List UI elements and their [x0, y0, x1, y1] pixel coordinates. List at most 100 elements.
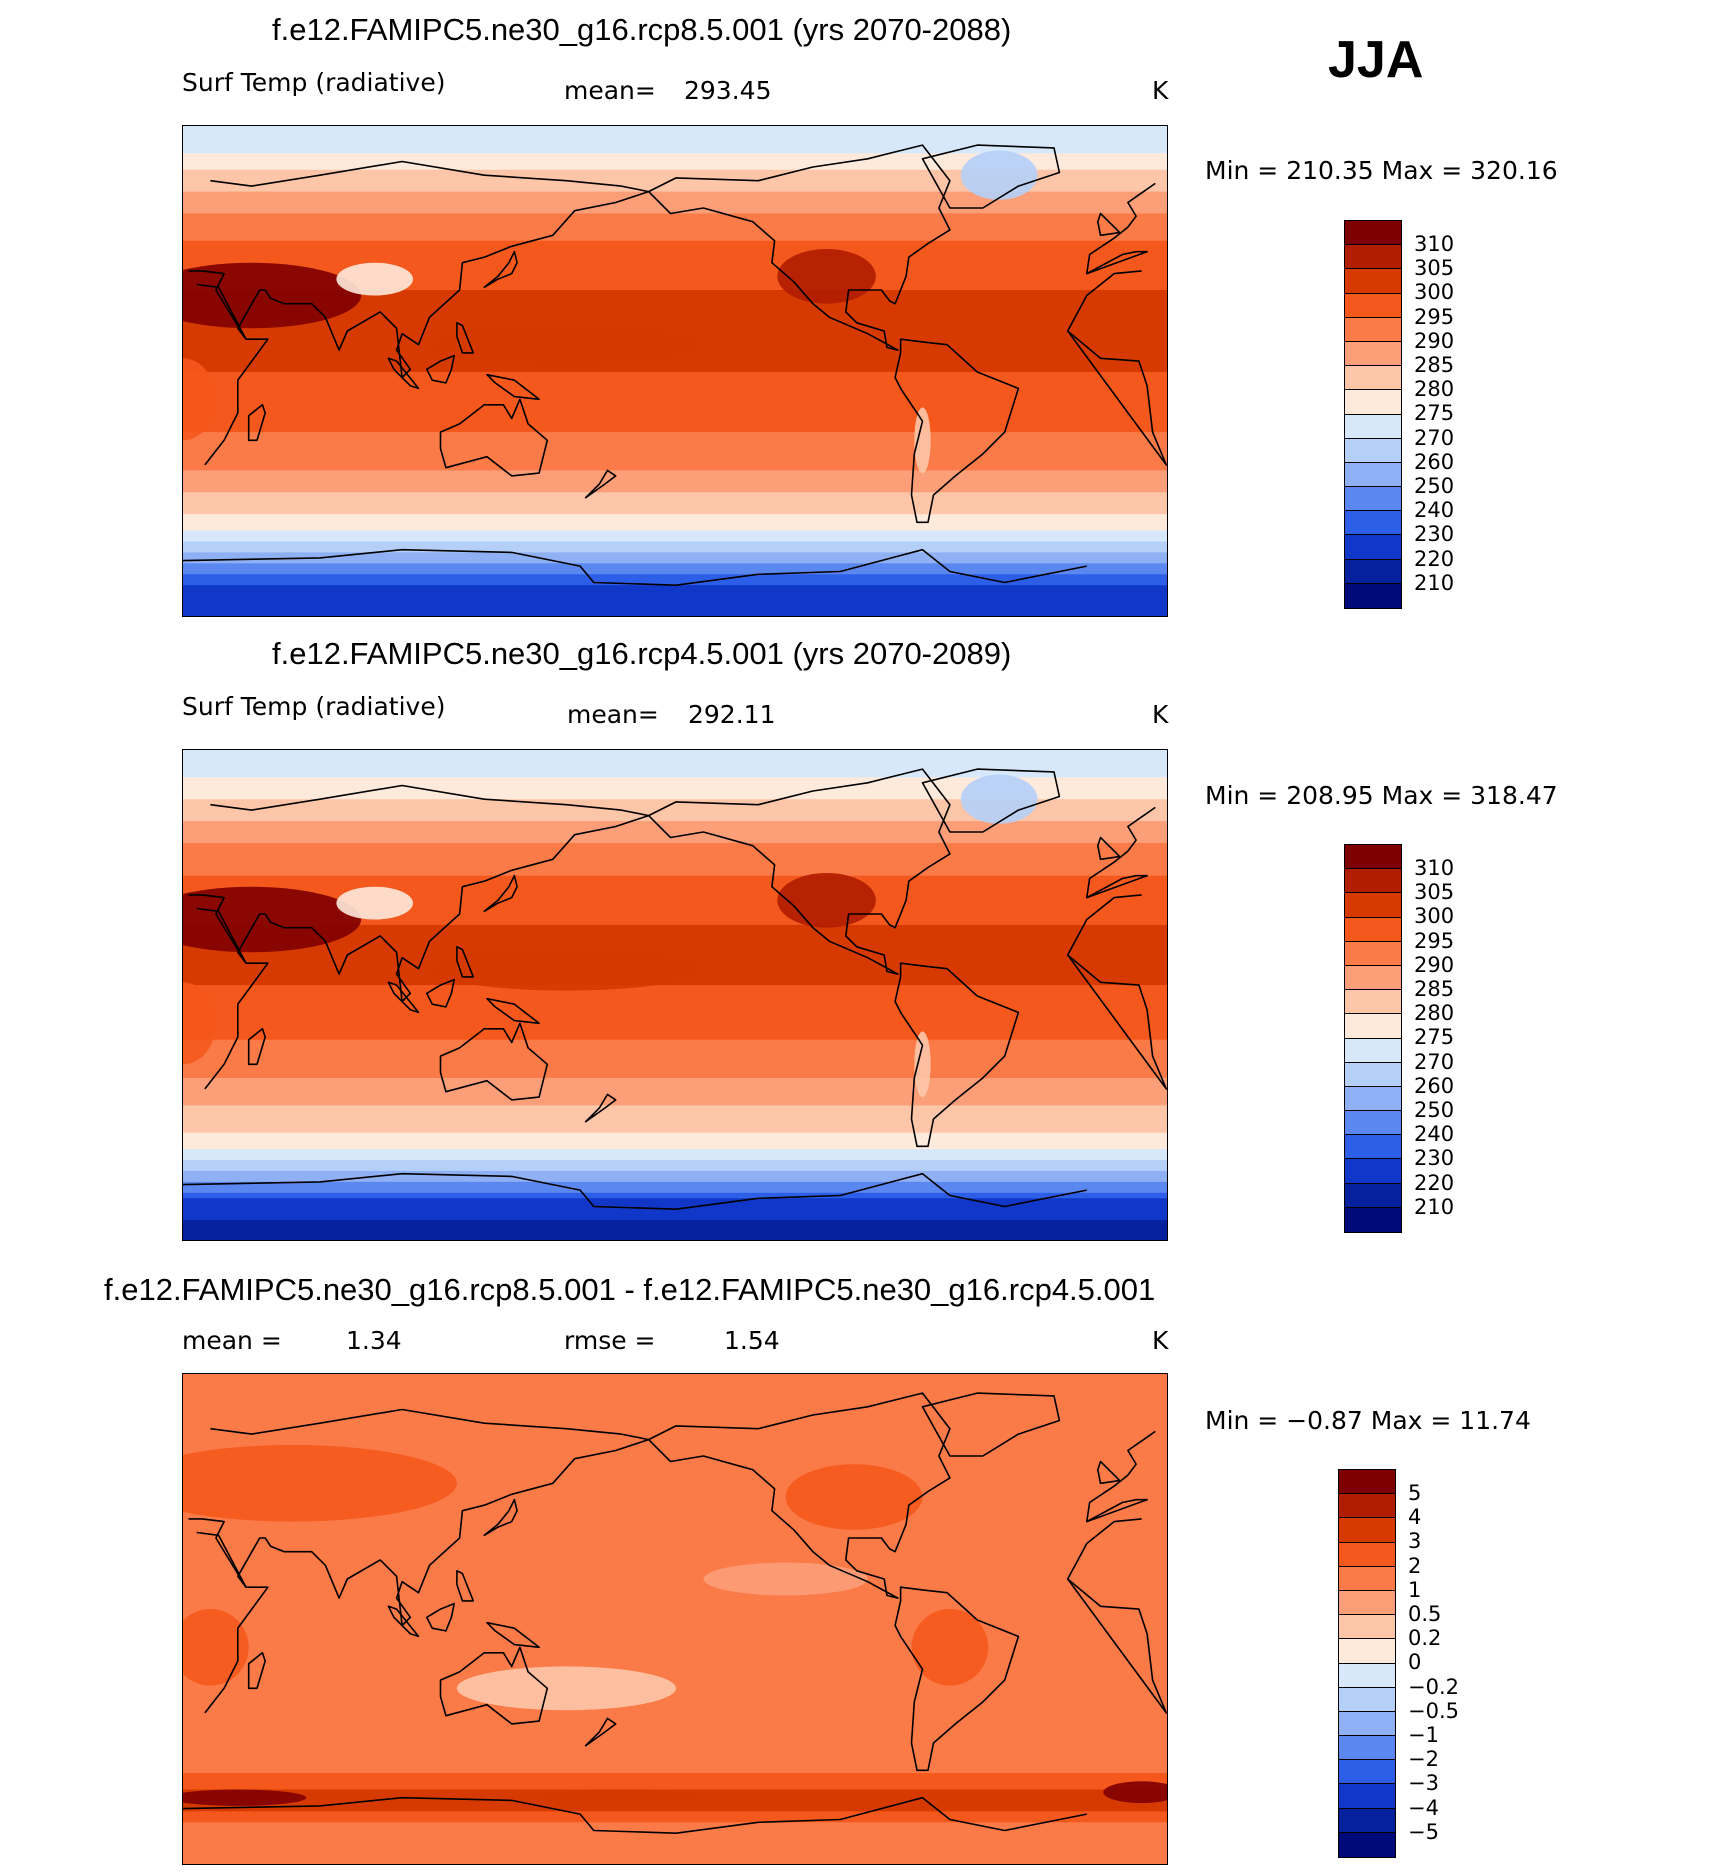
- temperature-band: [183, 464, 1167, 471]
- temperature-band: [183, 859, 1167, 866]
- difference-band: [183, 1723, 1167, 1730]
- difference-band: [183, 1461, 1167, 1468]
- temperature-band: [183, 1203, 1167, 1210]
- temperature-band: [183, 257, 1167, 264]
- temperature-band: [183, 1236, 1167, 1240]
- colorbar-swatch: [1339, 1711, 1395, 1737]
- temperature-feature: [183, 982, 216, 1065]
- panel-2-mean-value: 292.11: [688, 700, 776, 729]
- colorbar-tick-label: 285: [1414, 977, 1455, 1001]
- colorbar-swatch: [1339, 1736, 1395, 1761]
- colorbar-tick-label: 250: [1414, 474, 1455, 498]
- temperature-band: [183, 546, 1167, 553]
- difference-band: [183, 1510, 1167, 1517]
- difference-band: [183, 1516, 1167, 1523]
- colorbar-tick-label: 4: [1408, 1505, 1422, 1530]
- panel-2-units: K: [1152, 700, 1169, 729]
- temperature-band: [183, 1034, 1167, 1041]
- colorbar-tick-label: −2: [1408, 1747, 1439, 1772]
- colorbar-swatch: [1339, 1542, 1395, 1567]
- temperature-band: [183, 853, 1167, 860]
- colorbar-swatch: [1345, 414, 1401, 439]
- temperature-band: [183, 1061, 1167, 1068]
- temperature-band: [183, 536, 1167, 543]
- difference-band: [183, 1718, 1167, 1725]
- temperature-band: [183, 1225, 1167, 1232]
- difference-band: [183, 1712, 1167, 1719]
- temperature-band: [183, 1017, 1167, 1024]
- panel-3-map: [182, 1373, 1168, 1865]
- coastline-africa: [196, 270, 1167, 466]
- temperature-band: [183, 1023, 1167, 1030]
- temperature-band: [183, 908, 1167, 915]
- difference-band: [183, 1630, 1167, 1637]
- colorbar-swatch: [1345, 1135, 1401, 1160]
- season-label: JJA: [1328, 31, 1424, 89]
- colorbar-swatch: [1345, 221, 1401, 246]
- difference-band: [183, 1729, 1167, 1736]
- temperature-band: [183, 946, 1167, 953]
- difference-band: [183, 1559, 1167, 1566]
- temperature-band: [183, 432, 1167, 439]
- colorbar-swatch: [1345, 1159, 1401, 1184]
- difference-band: [183, 1384, 1167, 1391]
- temperature-band: [183, 750, 1167, 757]
- temperature-band: [183, 755, 1167, 762]
- temperature-feature: [183, 262, 362, 329]
- difference-band: [183, 1548, 1167, 1555]
- temperature-band: [183, 601, 1167, 608]
- difference-band: [183, 1652, 1167, 1659]
- temperature-band: [183, 585, 1167, 592]
- temperature-band: [183, 919, 1167, 926]
- colorbar-tick-label: −1: [1408, 1723, 1439, 1747]
- temperature-band: [183, 158, 1167, 165]
- colorbar-swatch: [1345, 462, 1401, 488]
- coastline-greenland: [921, 768, 1061, 833]
- colorbar-tick-label: −0.2: [1408, 1674, 1459, 1699]
- difference-band: [183, 1603, 1167, 1610]
- difference-feature: [1103, 1781, 1167, 1804]
- difference-band: [183, 1521, 1167, 1528]
- temperature-band: [183, 410, 1167, 417]
- colorbar-swatch: [1339, 1494, 1395, 1519]
- temperature-band: [183, 760, 1167, 767]
- coastline-borneo: [426, 978, 455, 1008]
- colorbar-tick-label: 280: [1414, 1001, 1455, 1026]
- difference-feature: [183, 1445, 457, 1522]
- difference-band: [183, 1811, 1167, 1818]
- difference-band: [183, 1532, 1167, 1539]
- difference-band: [183, 1527, 1167, 1534]
- temperature-band: [183, 979, 1167, 986]
- temperature-band: [183, 848, 1167, 855]
- coastline-new-guinea: [486, 1621, 540, 1649]
- colorbar-swatch: [1345, 438, 1401, 463]
- temperature-band: [183, 1198, 1167, 1205]
- colorbar-tick-label: 275: [1414, 1025, 1455, 1050]
- coastline-japan: [483, 1498, 518, 1537]
- difference-band: [183, 1554, 1167, 1561]
- temperature-band: [183, 147, 1167, 154]
- difference-feature: [703, 1562, 868, 1596]
- coastline-madagascar: [247, 1652, 266, 1690]
- difference-band: [183, 1636, 1167, 1643]
- temperature-band: [183, 1116, 1167, 1123]
- temperature-band: [183, 881, 1167, 888]
- coastline-greenland: [921, 1392, 1061, 1457]
- colorbar-tick-label: 300: [1414, 904, 1455, 929]
- coastline-africa: [196, 1518, 1167, 1714]
- temperature-band: [183, 503, 1167, 510]
- difference-band: [183, 1838, 1167, 1845]
- difference-band: [183, 1390, 1167, 1397]
- difference-band: [183, 1756, 1167, 1763]
- colorbar-swatch: [1345, 1062, 1401, 1087]
- colorbar-tick-label: −5: [1408, 1819, 1439, 1844]
- difference-band: [183, 1412, 1167, 1419]
- difference-band: [183, 1466, 1167, 1473]
- coastline-madagascar: [247, 1028, 266, 1066]
- difference-band: [183, 1674, 1167, 1681]
- difference-band: [183, 1849, 1167, 1856]
- temperature-band: [183, 1099, 1167, 1106]
- temperature-band: [183, 126, 1167, 133]
- temperature-band: [183, 990, 1167, 997]
- temperature-band: [183, 1165, 1167, 1172]
